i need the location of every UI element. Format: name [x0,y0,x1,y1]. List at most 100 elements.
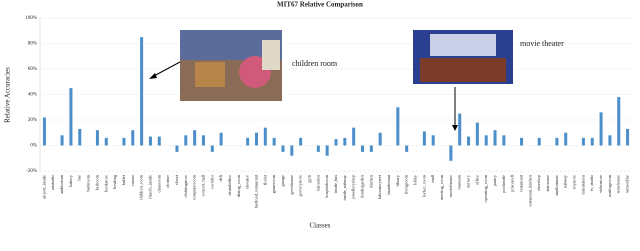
x-tick-label: office [474,175,479,185]
bar [520,137,524,146]
arrow [151,61,181,78]
x-tick-label: trainstation [580,174,585,194]
bar [290,145,294,156]
bar [493,130,497,146]
x-tick-label: casino [130,175,135,186]
x-tick-label: stairscase [545,175,550,192]
bar [78,128,82,146]
x-tick-label: warehouse [616,175,621,193]
bar [193,130,197,146]
bar [626,128,630,146]
x-tick-label: museum [457,174,462,189]
bar [352,127,356,146]
x-tick-label: inside_subway [342,174,347,200]
x-tick-label: garage [280,175,285,187]
x-tick-label: deli [218,174,223,181]
x-tick-label: clothingstore [183,175,188,198]
y-tick-label: 100% [25,16,37,21]
x-tick-label: livingroom [404,174,409,194]
x-tick-label: bathroom [86,174,91,191]
x-tick-label: videostore [598,175,603,193]
chart-title: MIT67 Relative Comparison [277,1,363,9]
x-tick-label: waitingroom [607,174,612,197]
x-tick-label: computerroom [192,174,197,200]
bar [42,117,46,146]
bar [104,137,108,146]
x-tick-label: jewelleryshop [351,175,356,200]
bar [131,130,135,146]
x-tick-label: lobby [413,174,418,185]
x-tick-label: gameroom [271,174,276,193]
bar [502,135,506,146]
x-tick-label: studiomusic [554,175,559,196]
x-tick-label: poolinside [501,175,506,193]
bar [467,136,471,146]
x-tick-label: shoeshop [536,175,541,191]
y-tick-label: 20% [28,118,37,123]
x-tick-label: florist [262,174,267,185]
bar [95,130,99,146]
movie-theater-image [413,30,513,84]
x-tick-label: closet [174,174,179,185]
bar [316,145,320,152]
bar [184,135,188,146]
x-tick-label: mall [430,174,435,182]
x-tick-label: subway [563,174,568,188]
x-tick-label: children_room [139,174,144,200]
y-tick-label: 60% [28,67,37,72]
annotation: children room [292,59,338,68]
bar [299,137,303,146]
bar [484,135,488,146]
x-tick-label: kindergarden [359,174,364,197]
x-tick-label: fastfood_restaurant [253,174,258,208]
x-tick-label: meeting_room [439,174,444,200]
x-tick-label: elevator [245,174,250,188]
bar [325,145,329,156]
x-tick-label: toystore [572,175,577,189]
x-tick-label: bedroom [94,174,99,190]
x-tick-label: laboratorywet [377,174,382,199]
y-axis-label: Relative Accuracies [4,67,12,123]
x-tick-label: nursery [466,174,471,188]
x-tick-label: inside_bus [333,175,338,194]
x-tick-label: bookstore [103,175,108,192]
bar [449,145,453,161]
bar [431,135,435,146]
x-tick-label: gym [306,174,311,182]
x-tick-label: pantry [492,174,497,186]
bar [564,132,568,146]
bar [475,122,479,146]
x-tick-label: bowling [112,174,117,189]
x-tick-label: movietheater [448,174,453,197]
x-tick-label: locker_room [421,174,426,197]
x-tick-label: classroom [156,174,161,192]
x-tick-label: hairsalon [315,174,320,191]
x-tick-label: kitchen [368,174,373,187]
x-tick-label: auditorium [59,174,64,194]
y-tick-label: 0% [30,144,37,149]
arrow-head [452,125,458,131]
bar [378,132,382,146]
bar [175,145,179,152]
x-tick-label: buffet [121,174,126,185]
y-tick-label: 40% [28,93,37,98]
x-tick-label: bakery [68,174,73,187]
bar [334,139,338,146]
bar [69,88,73,146]
x-tick-label: winecellar [625,174,630,192]
bar [369,145,373,152]
bar [361,145,365,152]
x-tick-label: grocerystore [298,175,303,197]
bar [458,113,462,146]
y-tick-label: -20% [26,169,37,174]
x-tick-label: restaurant_kitchen [527,174,532,207]
bar [219,132,223,146]
x-tick-label: hospitalroom [324,174,329,197]
bar [263,127,267,146]
x-tick-label: corridor [209,174,214,188]
x-tick-label: restaurant [519,174,524,192]
x-tick-label: library [395,174,400,186]
children-room-image [180,30,282,101]
x-tick-label: artstudio [50,175,55,190]
bar [396,107,400,146]
